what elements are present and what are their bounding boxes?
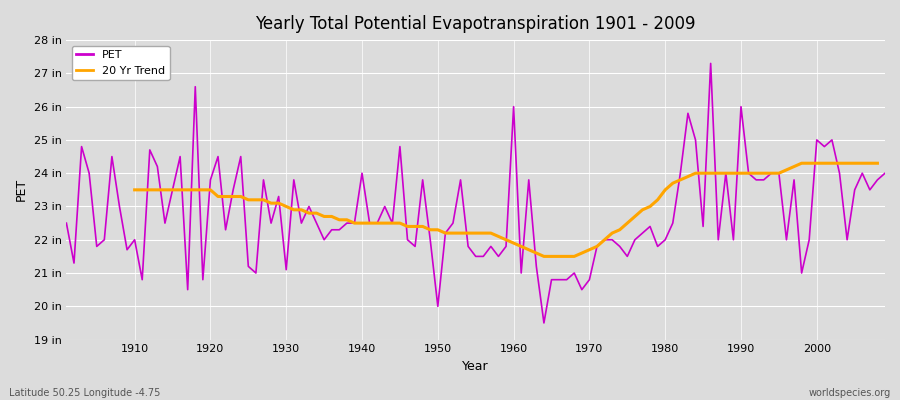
20 Yr Trend <box>524 247 535 252</box>
PET <box>879 171 890 176</box>
20 Yr Trend <box>538 254 549 259</box>
20 Yr Trend <box>130 188 140 192</box>
PET <box>122 247 132 252</box>
PET <box>508 104 519 109</box>
20 Yr Trend <box>500 237 511 242</box>
Line: 20 Yr Trend: 20 Yr Trend <box>135 163 878 256</box>
Text: Latitude 50.25 Longitude -4.75: Latitude 50.25 Longitude -4.75 <box>9 388 160 398</box>
20 Yr Trend <box>356 221 367 226</box>
PET <box>61 221 72 226</box>
PET <box>607 237 617 242</box>
PET <box>500 244 511 249</box>
PET <box>706 61 716 66</box>
20 Yr Trend <box>303 211 314 216</box>
20 Yr Trend <box>327 214 338 219</box>
Y-axis label: PET: PET <box>15 178 28 202</box>
Title: Yearly Total Potential Evapotranspiration 1901 - 2009: Yearly Total Potential Evapotranspiratio… <box>256 15 696 33</box>
PET <box>334 227 345 232</box>
X-axis label: Year: Year <box>463 360 489 373</box>
Text: worldspecies.org: worldspecies.org <box>809 388 891 398</box>
PET <box>288 178 299 182</box>
Legend: PET, 20 Yr Trend: PET, 20 Yr Trend <box>72 46 169 80</box>
20 Yr Trend <box>720 171 731 176</box>
PET <box>538 320 549 325</box>
Line: PET: PET <box>67 64 885 323</box>
20 Yr Trend <box>872 161 883 166</box>
20 Yr Trend <box>796 161 807 166</box>
